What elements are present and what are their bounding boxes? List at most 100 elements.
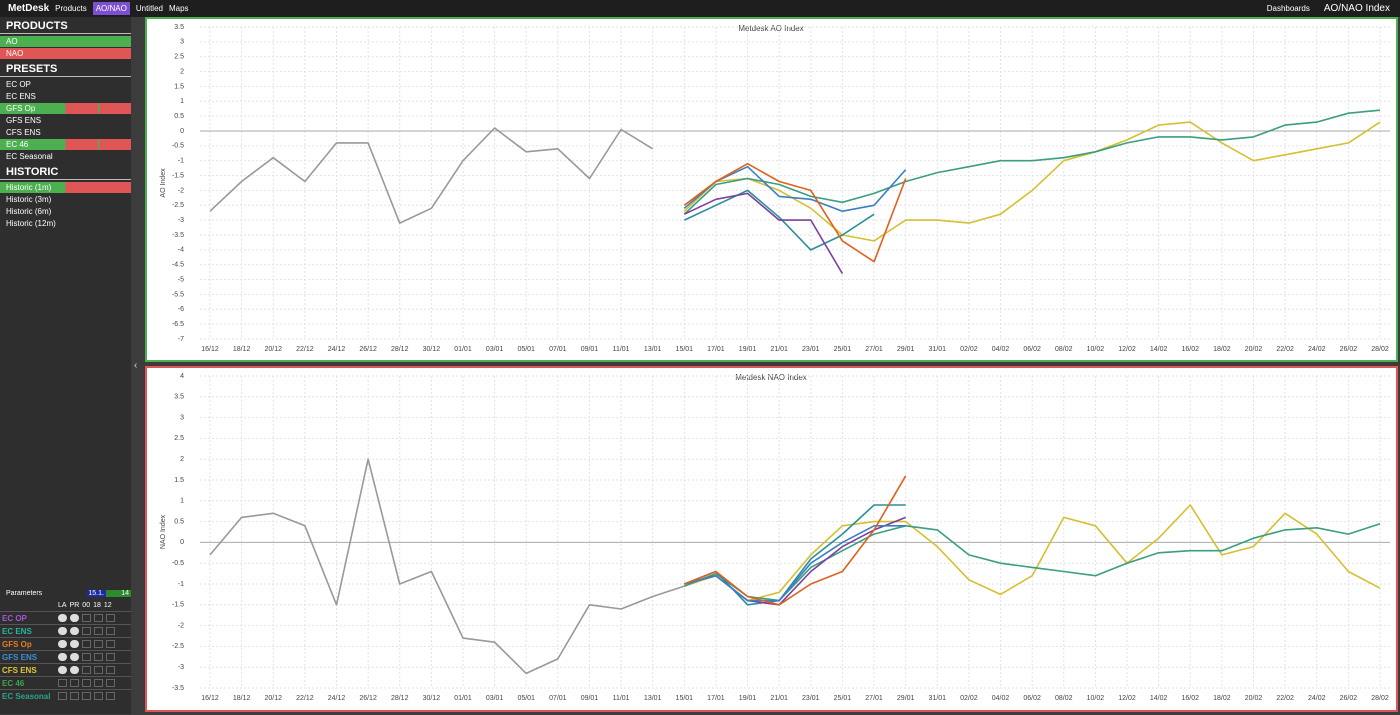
menu-item[interactable]: Historic (3m) <box>6 195 52 204</box>
toggle[interactable] <box>70 627 79 635</box>
menu-item[interactable]: Historic (1m) <box>0 182 131 193</box>
menu-item[interactable]: AO <box>0 36 131 47</box>
x-tick-label: 20/02 <box>1245 346 1263 353</box>
menu-item[interactable]: Historic (6m) <box>6 207 52 216</box>
parameter-name[interactable]: EC OP <box>2 613 27 623</box>
parameter-name[interactable]: GFS Op <box>2 639 32 649</box>
x-tick-label: 06/02 <box>1023 695 1041 702</box>
y-tick-label: 4 <box>180 373 184 380</box>
toggle[interactable] <box>58 640 67 648</box>
x-tick-label: 16/12 <box>201 695 219 702</box>
toggle[interactable] <box>58 627 67 635</box>
x-tick-label: 21/01 <box>770 695 788 702</box>
x-tick-label: 13/01 <box>644 346 662 353</box>
x-tick-label: 11/01 <box>613 346 630 353</box>
toggle[interactable] <box>94 627 103 635</box>
toggle[interactable] <box>58 614 67 622</box>
toggle[interactable] <box>58 653 67 661</box>
x-tick-label: 22/02 <box>1276 695 1294 702</box>
y-tick-label: -3.5 <box>172 685 184 692</box>
menu-item[interactable]: CFS ENS <box>6 128 41 137</box>
parameter-rows: EC OP EC ENS GFS Op GFS ENS CFS ENS EC 46 EC S… <box>0 611 131 702</box>
toggle[interactable] <box>82 614 91 622</box>
tab[interactable]: Maps <box>168 4 189 13</box>
y-tick-label: 0.5 <box>174 518 184 525</box>
parameter-name[interactable]: EC 46 <box>2 678 25 688</box>
toggle[interactable] <box>94 614 103 622</box>
toggle[interactable] <box>82 692 91 700</box>
toggle[interactable] <box>82 627 91 635</box>
toggle[interactable] <box>58 692 67 700</box>
toggle[interactable] <box>70 692 79 700</box>
menu-item[interactable]: EC OP <box>6 80 31 89</box>
toggle[interactable] <box>82 679 91 687</box>
y-tick-label: -7 <box>178 336 184 343</box>
x-tick-label: 11/01 <box>613 695 630 702</box>
x-tick-label: 26/02 <box>1340 695 1358 702</box>
menu-item[interactable]: Historic (12m) <box>6 219 56 228</box>
toggle[interactable] <box>94 692 103 700</box>
toggle[interactable] <box>58 679 67 687</box>
menu-item[interactable]: EC 46 <box>0 139 131 150</box>
toggle[interactable] <box>70 614 79 622</box>
toggle[interactable] <box>82 640 91 648</box>
x-tick-label: 03/01 <box>486 346 504 353</box>
hour-box[interactable]: 14 <box>105 590 131 597</box>
toggle[interactable] <box>94 653 103 661</box>
y-tick-label: 2 <box>180 456 184 463</box>
toggle[interactable] <box>106 614 115 622</box>
column-header: PR <box>69 601 80 609</box>
toggle[interactable] <box>106 692 115 700</box>
toggle[interactable] <box>94 666 103 674</box>
tab[interactable]: Untitled <box>135 4 163 13</box>
toggle[interactable] <box>106 653 115 661</box>
parameters-label[interactable]: Parameters <box>6 590 43 597</box>
x-tick-label: 23/01 <box>802 695 820 702</box>
x-tick-label: 28/02 <box>1371 695 1389 702</box>
toggle[interactable] <box>70 640 79 648</box>
toggle[interactable] <box>94 679 103 687</box>
toggle[interactable] <box>82 653 91 661</box>
sidebar: PRODUCTS AO NAO PRESETS EC OP EC ENS GFS… <box>0 17 131 714</box>
collapse-handle[interactable]: ‹ <box>134 360 138 371</box>
parameter-name[interactable]: EC ENS <box>2 626 32 636</box>
series-line <box>209 127 654 224</box>
toggle[interactable] <box>70 679 79 687</box>
logo[interactable]: MetDesk <box>8 3 50 14</box>
toggle[interactable] <box>94 640 103 648</box>
y-tick-label: -3.5 <box>172 232 184 239</box>
date-box[interactable]: 15.1. <box>86 590 106 597</box>
menu-item[interactable]: GFS ENS <box>6 116 42 125</box>
y-tick-label: -4 <box>178 247 184 254</box>
toggle[interactable] <box>106 666 115 674</box>
parameter-name[interactable]: EC Seasonal <box>2 691 51 701</box>
x-tick-label: 26/12 <box>359 346 377 353</box>
x-tick-label: 02/02 <box>960 695 978 702</box>
y-tick-label: -1.5 <box>172 602 184 609</box>
products-menu[interactable]: Products <box>55 4 87 13</box>
y-tick-label: 1 <box>180 498 184 505</box>
x-tick-label: 17/01 <box>707 695 725 702</box>
parameter-name[interactable]: GFS ENS <box>2 652 38 662</box>
menu-item[interactable]: NAO <box>0 48 131 59</box>
toggle[interactable] <box>106 627 115 635</box>
menu-item[interactable]: EC ENS <box>6 92 36 101</box>
menu-item[interactable]: EC Seasonal <box>6 152 53 161</box>
x-tick-label: 05/01 <box>517 695 535 702</box>
toggle[interactable] <box>82 666 91 674</box>
y-tick-label: 3 <box>180 39 184 46</box>
column-header: 18 <box>93 601 101 609</box>
x-tick-label: 16/12 <box>201 346 219 353</box>
menu-item[interactable]: GFS Op <box>0 103 131 114</box>
dashboards-menu[interactable]: Dashboards <box>1266 4 1310 13</box>
x-tick-label: 16/02 <box>1182 346 1200 353</box>
parameter-name[interactable]: CFS ENS <box>2 665 37 675</box>
x-tick-label: 18/02 <box>1213 695 1231 702</box>
toggle[interactable] <box>106 679 115 687</box>
x-tick-label: 24/12 <box>328 695 346 702</box>
toggle[interactable] <box>70 666 79 674</box>
toggle[interactable] <box>58 666 67 674</box>
active-tab[interactable]: AO/NAO <box>92 2 130 15</box>
toggle[interactable] <box>106 640 115 648</box>
toggle[interactable] <box>70 653 79 661</box>
